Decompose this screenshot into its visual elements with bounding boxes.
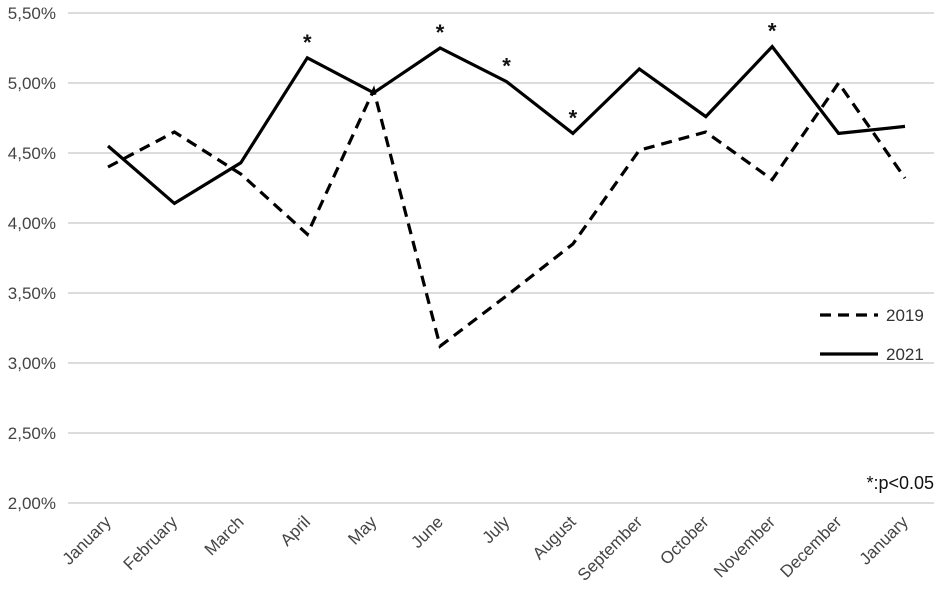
x-tick-label: September — [574, 512, 646, 584]
x-tick-label: January — [59, 512, 116, 569]
x-tick-label: February — [120, 512, 182, 574]
x-tick-label: December — [777, 512, 846, 581]
x-tick-label: April — [277, 512, 314, 549]
y-tick-label: 3,50% — [8, 284, 56, 303]
x-tick-label: August — [529, 512, 580, 563]
significance-star: * — [436, 20, 445, 45]
x-tick-label: June — [407, 512, 447, 552]
y-tick-label: 3,00% — [8, 354, 56, 373]
y-tick-label: 5,50% — [8, 4, 56, 23]
y-tick-label: 4,00% — [8, 214, 56, 233]
y-tick-label: 4,50% — [8, 144, 56, 163]
legend: 2019 2021 — [820, 306, 924, 364]
x-tick-label: March — [201, 512, 248, 559]
x-axis-ticks: January February March April May June July Augu… — [59, 512, 913, 585]
x-tick-label: January — [856, 512, 913, 569]
significance-star: * — [303, 30, 312, 55]
legend-label: 2019 — [886, 306, 924, 325]
y-axis-ticks: 2,00% 2,50% 3,00% 3,50% 4,00% 4,50% 5,00% 5,50% — [8, 4, 56, 513]
significance-markers: * * * * * — [303, 19, 777, 131]
x-tick-label: July — [479, 512, 514, 547]
x-tick-label: May — [344, 512, 380, 548]
significance-star: * — [502, 54, 511, 79]
x-tick-label: November — [710, 512, 779, 581]
series-line-2019 — [107, 80, 907, 349]
series-line-2021 — [106, 44, 906, 206]
significance-star: * — [569, 105, 578, 130]
significance-note: *:p<0.05 — [866, 473, 934, 493]
y-tick-label: 2,50% — [8, 424, 56, 443]
significance-star: * — [768, 19, 777, 44]
x-tick-label: October — [656, 512, 712, 568]
series-lines — [106, 44, 907, 349]
y-tick-label: 2,00% — [8, 494, 56, 513]
grid-lines — [68, 12, 934, 504]
y-tick-label: 5,00% — [8, 74, 56, 93]
legend-label: 2021 — [886, 345, 924, 364]
